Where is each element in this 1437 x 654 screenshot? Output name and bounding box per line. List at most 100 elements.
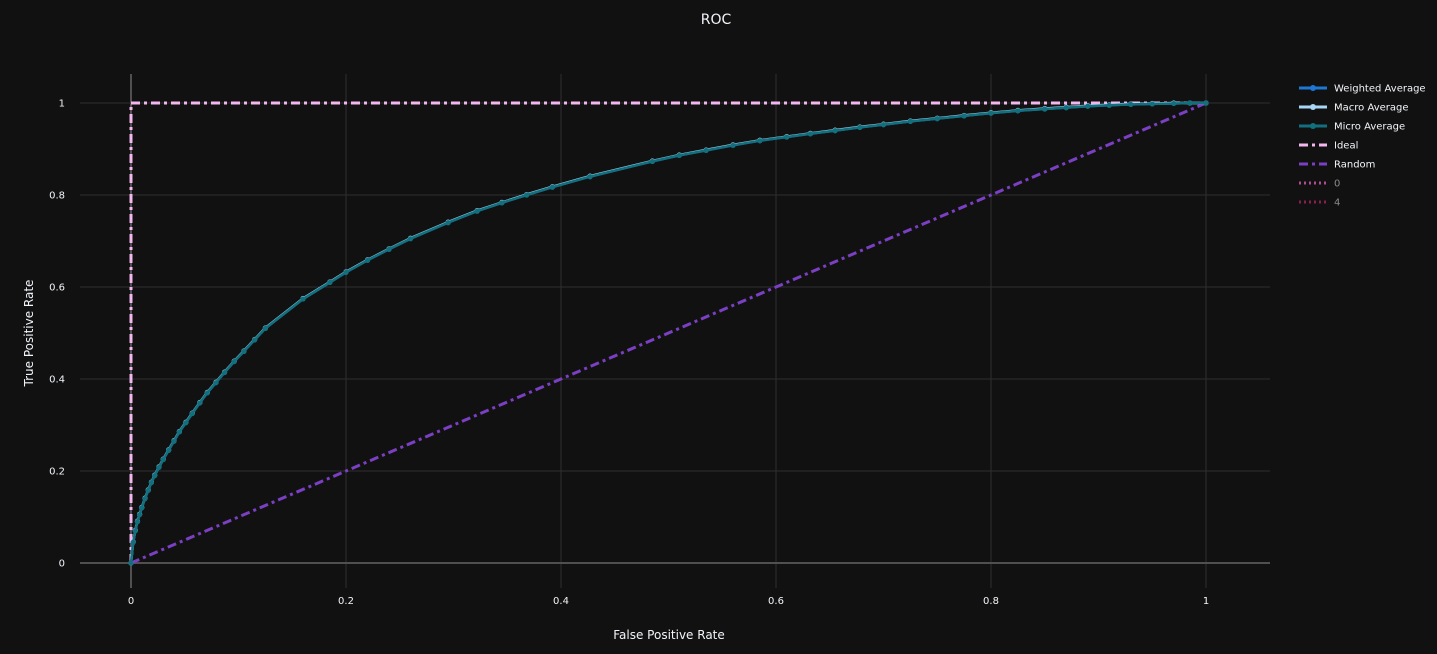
data-point-micro-average: [988, 110, 994, 116]
data-point-micro-average: [213, 380, 219, 386]
data-point-micro-average: [587, 174, 593, 180]
legend-label: Micro Average: [1334, 122, 1405, 133]
data-point-micro-average: [549, 184, 556, 190]
y-tick-label: 1: [59, 99, 65, 110]
series-line-ideal: [129, 101, 1206, 563]
data-point-micro-average: [934, 116, 940, 122]
data-point-micro-average: [128, 560, 134, 566]
data-point-micro-average: [757, 138, 763, 144]
data-point-micro-average: [857, 124, 863, 130]
data-point-micro-average: [524, 192, 530, 198]
data-point-micro-average: [252, 337, 258, 343]
y-tick-label: 0.2: [49, 467, 65, 478]
legend-label: Weighted Average: [1334, 84, 1426, 95]
data-point-micro-average: [1085, 103, 1091, 109]
legend-label: 4: [1334, 198, 1340, 209]
data-point-micro-average: [300, 296, 306, 302]
data-point-micro-average: [160, 456, 166, 463]
x-tick-label: 0.6: [768, 596, 784, 607]
legend-item-4[interactable]: 4: [1299, 198, 1340, 209]
y-axis-title: True Positive Rate: [22, 280, 36, 388]
legend-label: Random: [1334, 160, 1375, 171]
data-point-micro-average: [907, 118, 913, 124]
y-tick-label: 0: [59, 559, 65, 570]
data-point-micro-average: [1015, 108, 1021, 114]
legend-label: 0: [1334, 179, 1340, 190]
legend-marker: [1310, 85, 1316, 91]
data-point-micro-average: [189, 410, 195, 417]
legend-marker: [1310, 104, 1316, 110]
data-point-micro-average: [703, 147, 709, 153]
data-point-micro-average: [961, 113, 967, 119]
data-point-micro-average: [156, 464, 162, 470]
data-point-micro-average: [880, 122, 887, 128]
data-point-micro-average: [1063, 105, 1069, 111]
data-point-micro-average: [1042, 106, 1048, 112]
data-point-micro-average: [166, 447, 172, 453]
data-point-micro-average: [1106, 102, 1112, 108]
data-point-micro-average: [142, 496, 148, 502]
x-tick-label: 0.4: [553, 596, 569, 607]
data-point-micro-average: [139, 505, 145, 511]
data-point-micro-average: [327, 279, 333, 285]
data-point-micro-average: [231, 358, 237, 365]
legend-item-0[interactable]: 0: [1299, 179, 1340, 190]
legend-marker: [1310, 123, 1316, 129]
data-point-micro-average: [445, 220, 451, 226]
y-tick-label: 0.6: [49, 283, 65, 294]
legend-item-ideal[interactable]: Ideal: [1299, 141, 1358, 152]
data-point-micro-average: [241, 348, 247, 354]
y-tick-label: 0.4: [49, 375, 65, 386]
legend-item-random[interactable]: Random: [1299, 160, 1375, 171]
data-point-micro-average: [204, 390, 210, 396]
data-point-micro-average: [343, 269, 349, 275]
data-point-micro-average: [130, 539, 136, 545]
data-point-micro-average: [649, 158, 655, 165]
legend[interactable]: Weighted Average Macro Average Micro Avera…: [1299, 84, 1426, 209]
data-point-micro-average: [499, 200, 505, 206]
legend-item-macro-average[interactable]: Macro Average: [1299, 103, 1409, 114]
data-point-micro-average: [676, 152, 682, 159]
data-point-micro-average: [221, 369, 228, 376]
data-point-micro-average: [132, 528, 138, 534]
data-point-micro-average: [1171, 100, 1177, 107]
data-point-micro-average: [784, 134, 790, 140]
data-point-micro-average: [176, 429, 182, 435]
legend-item-micro-average[interactable]: Micro Average: [1299, 122, 1405, 133]
data-point-micro-average: [1187, 100, 1193, 106]
data-point-micro-average: [197, 400, 203, 406]
data-point-micro-average: [386, 246, 392, 252]
data-point-micro-average: [1128, 101, 1134, 107]
legend-item-weighted-average[interactable]: Weighted Average: [1299, 84, 1426, 95]
x-axis-title: False Positive Rate: [613, 628, 725, 642]
data-point-micro-average: [1149, 101, 1155, 107]
plot-area: [128, 100, 1209, 566]
x-tick-label: 1: [1203, 596, 1209, 607]
x-tick-label: 0.2: [338, 596, 354, 607]
data-point-micro-average: [183, 420, 189, 426]
data-point-micro-average: [474, 208, 480, 214]
legend-label: Ideal: [1334, 141, 1358, 152]
x-tick-label: 0.8: [983, 596, 999, 607]
data-point-micro-average: [364, 257, 371, 263]
data-point-micro-average: [1203, 100, 1209, 106]
data-point-micro-average: [407, 236, 414, 242]
data-point-micro-average: [730, 142, 736, 148]
data-point-micro-average: [152, 473, 158, 479]
data-point-micro-average: [171, 438, 177, 444]
data-point-micro-average: [262, 325, 268, 331]
data-point-micro-average: [137, 512, 143, 518]
series-line-random: [130, 101, 1207, 565]
data-point-micro-average: [145, 487, 151, 493]
chart-title: ROC: [701, 12, 732, 28]
x-tick-label: 0: [128, 596, 134, 607]
tick-labels: 0 0.2 0.4 0.6 0.8 1 0 0.2 0.4 0.6 0.8 1: [49, 99, 1209, 608]
legend-label: Macro Average: [1334, 103, 1409, 114]
data-point-micro-average: [148, 479, 155, 486]
y-tick-label: 0.8: [49, 191, 65, 202]
data-point-micro-average: [134, 519, 141, 525]
data-point-micro-average: [807, 131, 814, 137]
data-point-micro-average: [832, 128, 838, 134]
